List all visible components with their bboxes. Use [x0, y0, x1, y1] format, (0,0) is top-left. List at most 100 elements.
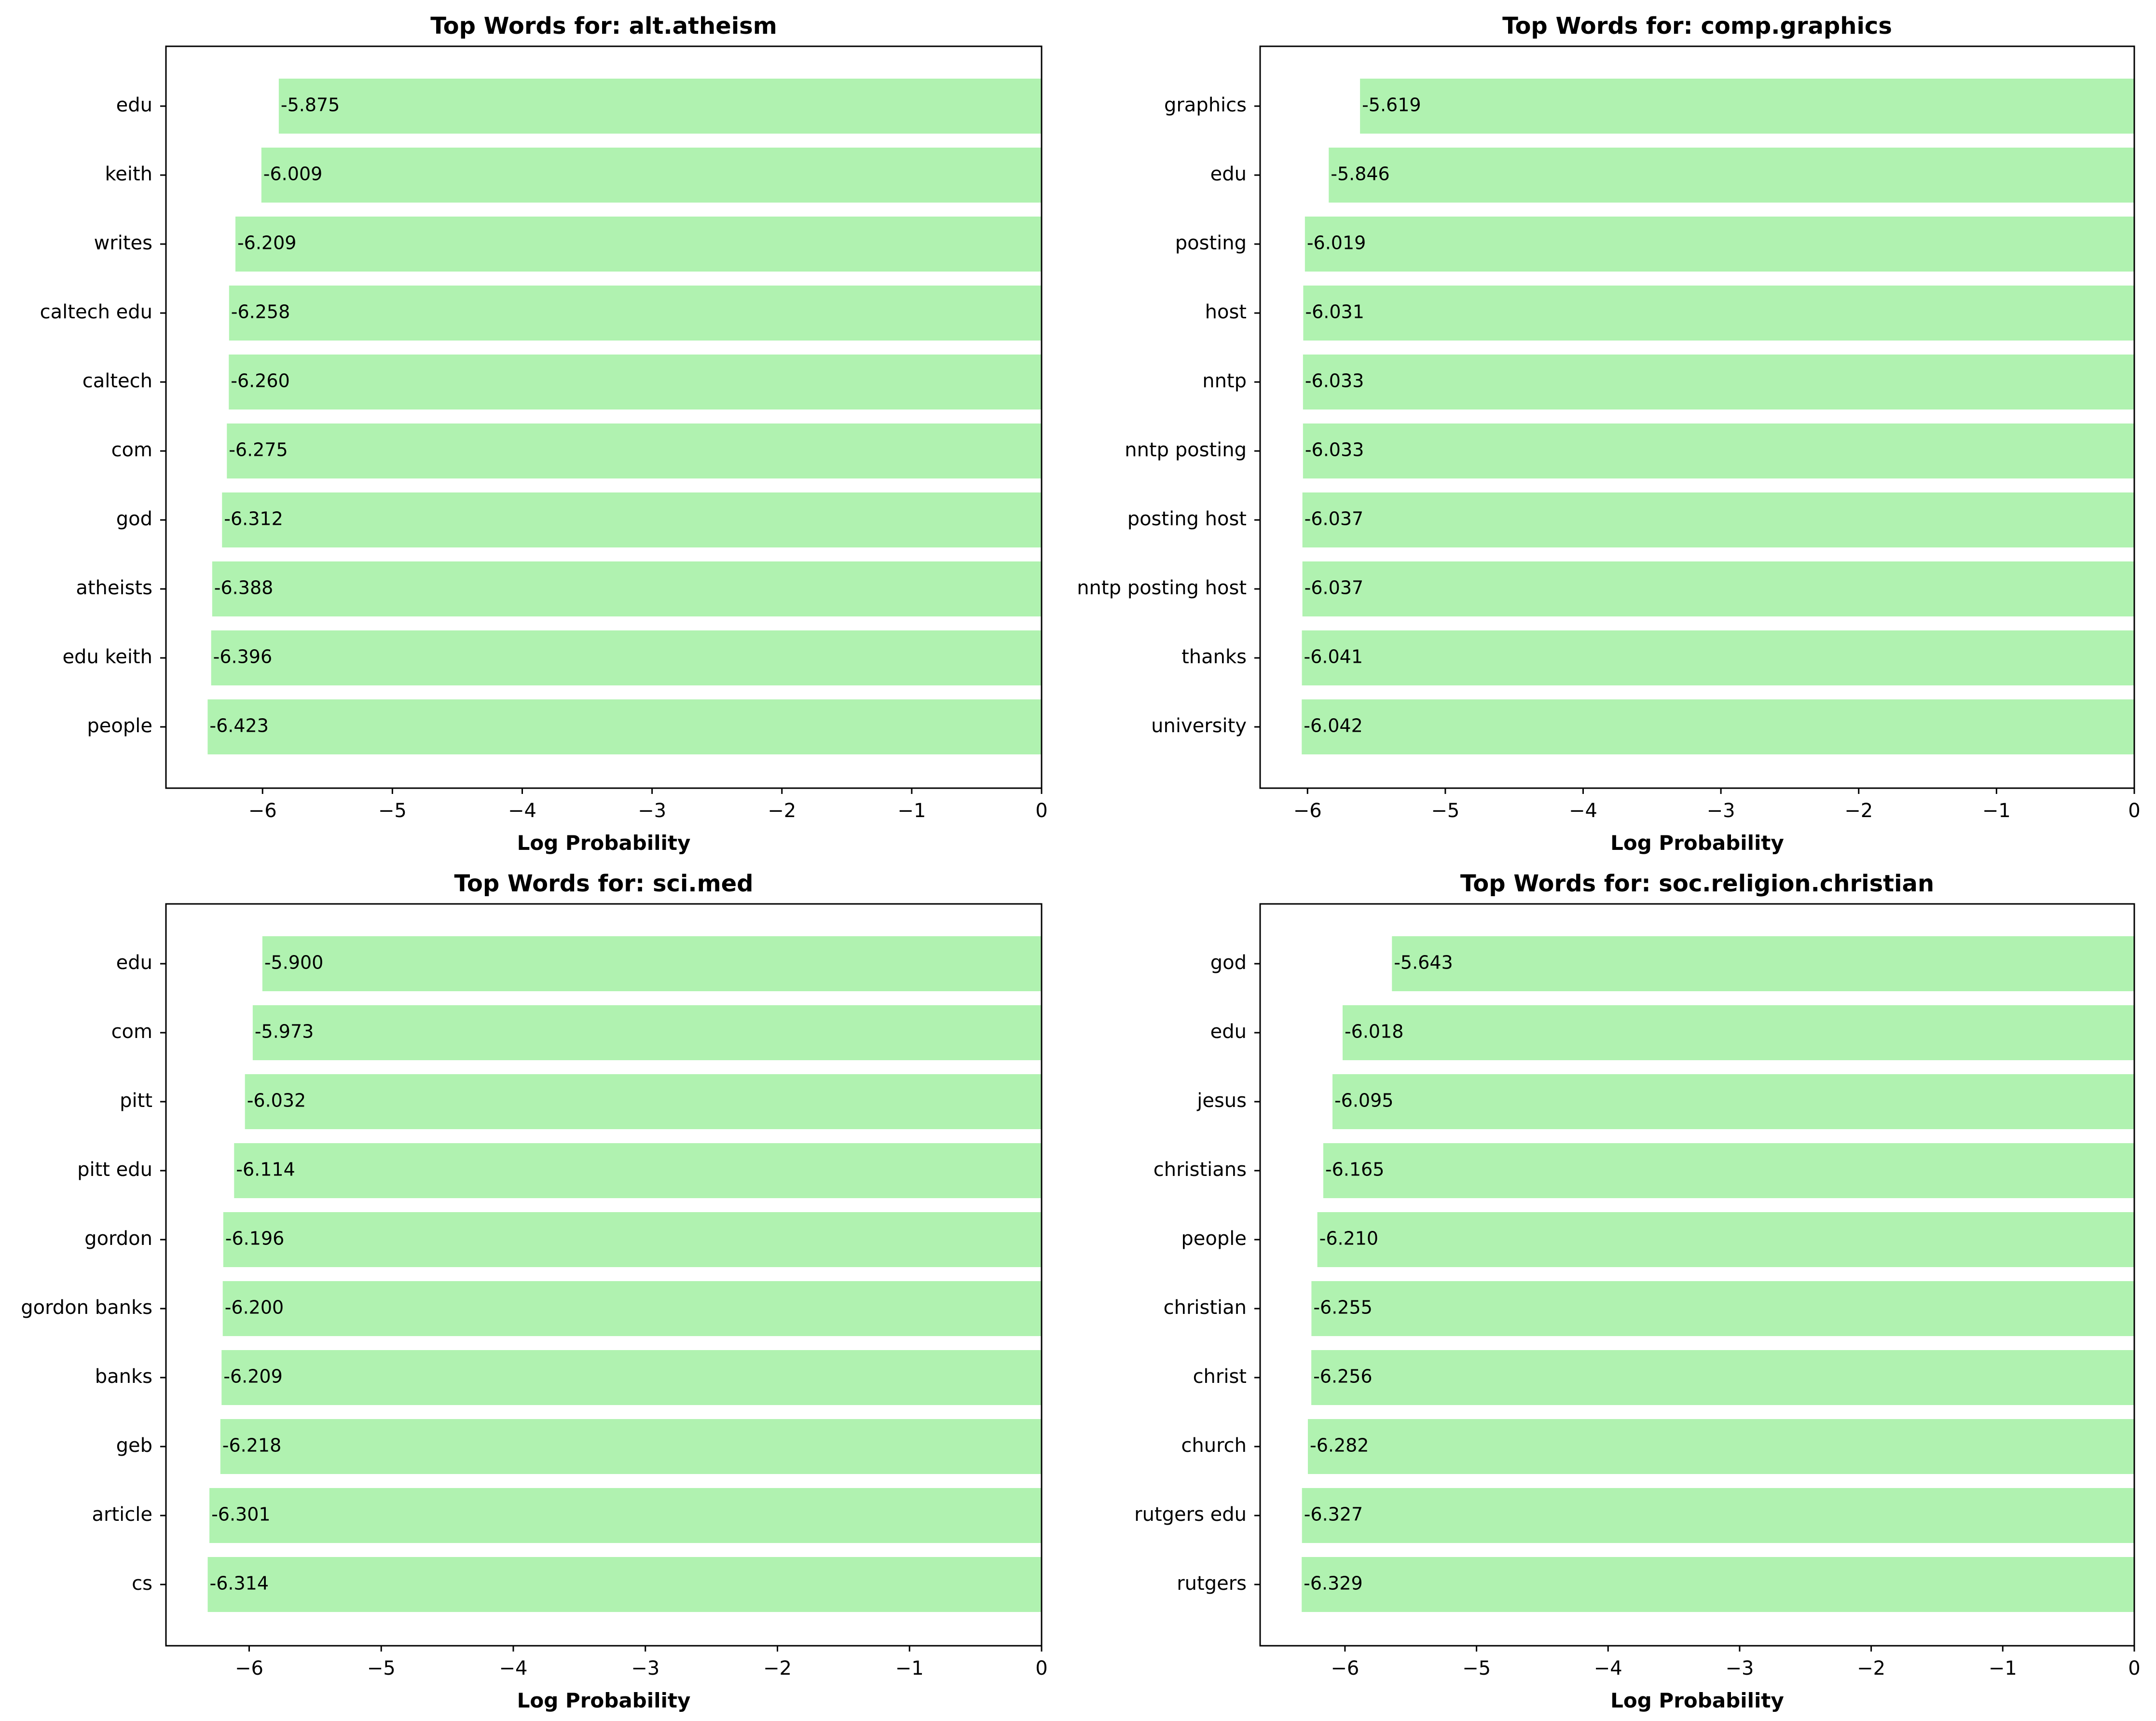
- bar-value-label: -6.329: [1304, 1573, 1363, 1594]
- y-tick-label: nntp posting host: [1077, 577, 1247, 599]
- bar-value-label: -6.037: [1305, 508, 1364, 530]
- bar: [252, 1005, 1042, 1060]
- bar: [261, 148, 1042, 203]
- x-tick-label: −1: [1982, 800, 2011, 822]
- x-tick-label: −6: [1331, 1657, 1359, 1680]
- x-tick-label: −6: [1293, 800, 1322, 822]
- chart-panel: -5.643 god -6.018 edu -6.095 jesus -6.165 chris…: [1134, 870, 2141, 1712]
- bar-value-label: -6.041: [1304, 646, 1363, 668]
- bar: [1302, 561, 2134, 616]
- bar-value-label: -6.018: [1345, 1021, 1404, 1042]
- bar: [1303, 423, 2134, 478]
- bar-value-label: -6.209: [237, 232, 296, 254]
- bar: [212, 561, 1042, 616]
- x-tick-label: −3: [638, 800, 666, 822]
- x-tick-label: −4: [508, 800, 536, 822]
- x-tick-label: 0: [1035, 800, 1047, 822]
- x-tick-label: −2: [1844, 800, 1873, 822]
- y-tick-label: article: [92, 1503, 152, 1526]
- bar-value-label: -6.095: [1334, 1090, 1394, 1111]
- x-axis-label: Log Probability: [1610, 831, 1784, 855]
- y-tick-label: christian: [1164, 1297, 1247, 1319]
- bar: [1317, 1212, 2134, 1267]
- y-tick-label: christ: [1193, 1366, 1247, 1388]
- bar: [262, 936, 1042, 991]
- x-tick-label: −3: [1707, 800, 1735, 822]
- bar: [1302, 1488, 2134, 1543]
- bar: [1323, 1143, 2134, 1198]
- bar-value-label: -6.210: [1319, 1228, 1379, 1249]
- bar: [1392, 936, 2134, 991]
- bar: [1305, 217, 2134, 272]
- y-tick-label: jesus: [1196, 1090, 1247, 1112]
- y-tick-label: nntp: [1202, 370, 1247, 392]
- y-tick-label: graphics: [1164, 94, 1247, 116]
- y-tick-label: edu keith: [62, 646, 152, 668]
- y-tick-label: edu: [1210, 1021, 1247, 1043]
- y-tick-label: caltech edu: [40, 301, 152, 323]
- x-tick-label: 0: [2128, 1657, 2140, 1680]
- bar-value-label: -6.396: [213, 646, 273, 668]
- bar: [222, 1281, 1042, 1336]
- x-tick-label: −5: [367, 1657, 396, 1680]
- bar: [209, 1488, 1042, 1543]
- bar-value-label: -5.900: [264, 952, 324, 973]
- y-tick-label: caltech: [82, 370, 152, 392]
- y-tick-label: atheists: [76, 577, 152, 599]
- bar-value-label: -5.619: [1362, 95, 1421, 116]
- bar: [1303, 286, 2134, 341]
- bar: [234, 1143, 1042, 1198]
- x-axis-label: Log Probability: [517, 831, 691, 855]
- bar-value-label: -6.042: [1304, 715, 1363, 737]
- y-tick-label: nntp posting: [1125, 439, 1247, 461]
- bar: [278, 79, 1042, 134]
- bar: [1302, 1557, 2134, 1612]
- bar-value-label: -6.218: [222, 1435, 282, 1456]
- bar: [221, 1350, 1042, 1405]
- bar: [245, 1074, 1042, 1129]
- bar-value-label: -6.033: [1305, 439, 1364, 461]
- bar: [211, 630, 1042, 685]
- y-tick-label: rutgers: [1177, 1572, 1247, 1595]
- y-tick-label: banks: [95, 1366, 152, 1388]
- bar-value-label: -6.009: [263, 164, 323, 185]
- x-tick-label: −4: [1569, 800, 1597, 822]
- bar: [1302, 699, 2134, 754]
- bar: [1307, 1419, 2134, 1474]
- x-tick-label: −4: [499, 1657, 527, 1680]
- y-tick-label: keith: [105, 163, 153, 185]
- x-tick-label: −1: [1989, 1657, 2017, 1680]
- y-tick-label: posting: [1175, 232, 1247, 254]
- bar: [207, 699, 1042, 754]
- bar-value-label: -6.255: [1313, 1297, 1373, 1318]
- bar-value-label: -6.312: [224, 508, 283, 530]
- y-tick-label: writes: [94, 232, 152, 254]
- y-tick-label: posting host: [1127, 508, 1247, 530]
- y-tick-label: geb: [116, 1434, 152, 1457]
- bar-value-label: -6.314: [210, 1573, 269, 1594]
- x-axis-label: Log Probability: [1610, 1689, 1784, 1712]
- bar-value-label: -6.256: [1313, 1366, 1373, 1387]
- bar-value-label: -5.643: [1394, 952, 1453, 973]
- x-tick-label: 0: [1035, 1657, 1047, 1680]
- x-tick-label: −6: [248, 800, 277, 822]
- x-tick-label: −3: [631, 1657, 659, 1680]
- y-tick-label: cs: [132, 1572, 152, 1595]
- bar-value-label: -6.258: [231, 301, 290, 323]
- bar: [220, 1419, 1042, 1474]
- y-tick-label: gordon: [84, 1228, 152, 1250]
- bar: [1332, 1074, 2134, 1129]
- y-tick-label: christians: [1154, 1159, 1247, 1181]
- bar-value-label: -6.032: [247, 1090, 306, 1111]
- x-tick-label: −6: [235, 1657, 263, 1680]
- chart-panel: -5.619 graphics -5.846 edu -6.019 posting -6.0…: [1077, 13, 2141, 855]
- y-tick-label: com: [111, 439, 152, 461]
- chart-title: Top Words for: soc.religion.christian: [1460, 870, 1934, 897]
- chart-panel: -5.900 edu -5.973 com -6.032 pitt -6.114 pitt e…: [21, 870, 1048, 1712]
- bar: [223, 1212, 1042, 1267]
- bar-value-label: -6.200: [225, 1297, 284, 1318]
- bar: [1311, 1350, 2134, 1405]
- x-tick-label: −1: [897, 800, 926, 822]
- x-axis-label: Log Probability: [517, 1689, 691, 1712]
